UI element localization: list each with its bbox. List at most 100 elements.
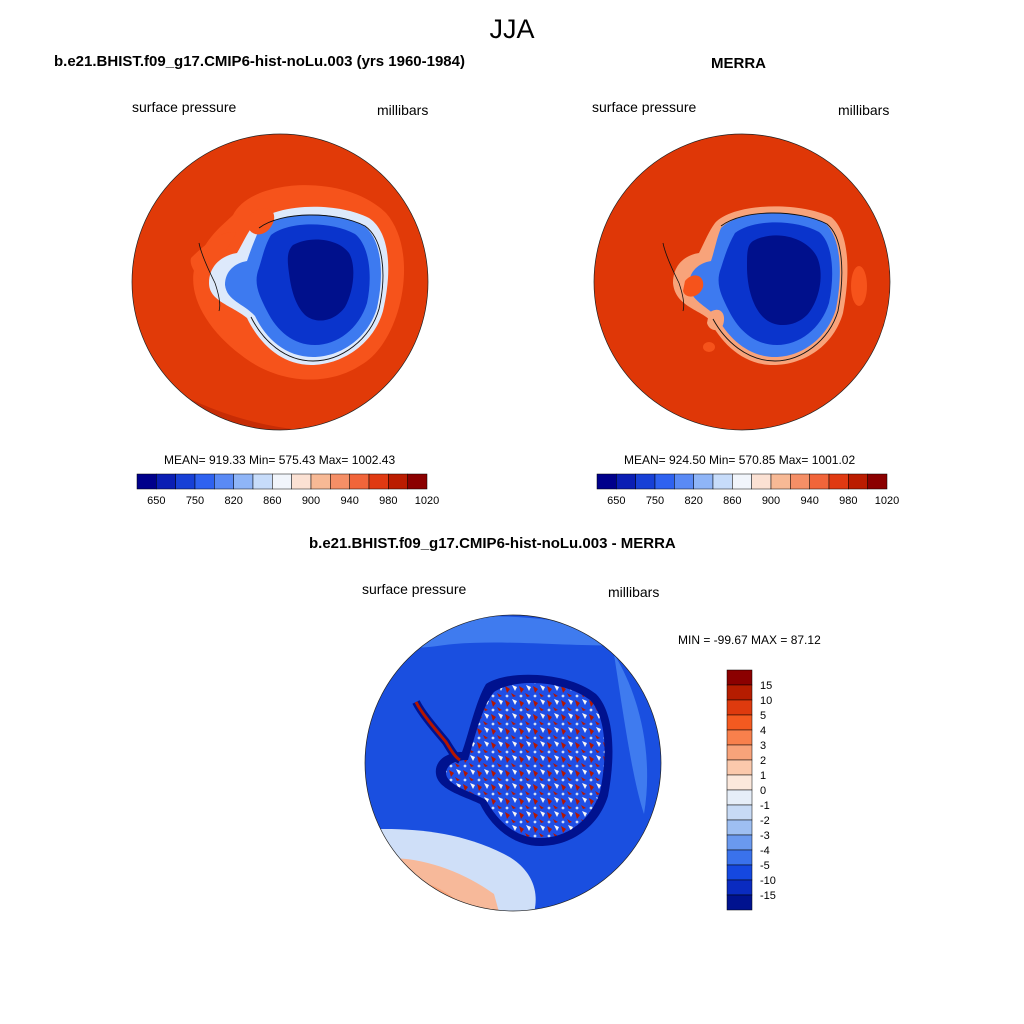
model-colorbar-tick-label: 750 — [186, 495, 204, 507]
model-map — [131, 133, 429, 431]
obs-colorbar-tick-label: 940 — [800, 495, 818, 507]
diff-colorbar-box — [726, 774, 753, 791]
model-map-border — [131, 133, 429, 431]
obs-colorbar-box — [654, 473, 675, 490]
diff-colorbar-box — [726, 894, 753, 911]
obs-colorbar-box — [867, 473, 888, 490]
diff-colorbar-tick-label: 4 — [760, 725, 766, 737]
diff-colorbar-tick-label: 1 — [760, 770, 766, 782]
obs-continent-high — [747, 235, 821, 326]
diff-colorbar-tick-label: 10 — [760, 695, 772, 707]
model-colorbar-box — [388, 473, 408, 490]
diff-colorbar-tick-label: -5 — [760, 860, 770, 872]
obs-colorbar-box — [596, 473, 617, 490]
figure-title: JJA — [489, 14, 535, 44]
obs-colorbar-tick-label: 860 — [723, 495, 741, 507]
model-colorbar-box — [272, 473, 292, 490]
diff-stats: MIN = -99.67 MAX = 87.12 — [678, 633, 821, 647]
obs-map — [593, 133, 891, 431]
model-colorbar-box — [330, 473, 350, 490]
model-colorbar-box — [233, 473, 254, 490]
diff-map — [364, 614, 662, 912]
obs-map-border — [593, 133, 891, 431]
diff-colorbar-box — [726, 729, 753, 746]
model-units-label: millibars — [377, 102, 429, 118]
model-colorbar-tick-label: 980 — [379, 495, 397, 507]
model-variable-label: surface pressure — [132, 99, 237, 115]
diff-colorbar-box — [726, 714, 753, 731]
model-colorbar-box — [291, 473, 312, 490]
diff-colorbar-box — [726, 759, 753, 776]
obs-colorbar: 650 750 820 860 900 940 980 1020 — [596, 473, 899, 507]
diff-colorbar-tick-label: -1 — [760, 800, 770, 812]
model-continent-high — [287, 239, 354, 321]
diff-colorbar-tick-label: -15 — [760, 890, 776, 902]
diff-colorbar-tick-label: -2 — [760, 815, 770, 827]
diff-colorbar-box — [726, 669, 753, 686]
obs-high-pocket — [851, 266, 867, 306]
obs-colorbar-tick-label: 1020 — [875, 495, 899, 507]
diff-panel-title: b.e21.BHIST.f09_g17.CMIP6-hist-noLu.003 … — [309, 535, 676, 552]
diff-colorbar-box — [726, 744, 753, 761]
obs-colorbar-box — [616, 473, 636, 490]
diff-units-label: millibars — [608, 584, 660, 600]
model-colorbar-box — [194, 473, 215, 490]
obs-colorbar-box — [712, 473, 733, 490]
model-coastline — [250, 214, 384, 362]
diff-colorbar-box — [726, 819, 753, 836]
model-colorbar-box — [136, 473, 157, 490]
diff-colorbar-tick-label: -10 — [760, 875, 776, 887]
model-colorbar-tick-label: 820 — [224, 495, 242, 507]
diff-colorbar-tick-label: 3 — [760, 740, 766, 752]
diff-colorbar-tick-label: -4 — [760, 845, 770, 857]
diff-colorbar-tick-label: 5 — [760, 710, 766, 722]
diff-colorbar-box — [726, 699, 753, 716]
diff-map-border — [364, 614, 662, 912]
model-colorbar-box — [349, 473, 370, 490]
obs-colorbar-box — [848, 473, 868, 490]
model-colorbar-box — [252, 473, 273, 490]
model-colorbar-tick-label: 1020 — [415, 495, 439, 507]
model-stats: MEAN= 919.33 Min= 575.43 Max= 1002.43 — [164, 453, 396, 467]
model-colorbar-tick-label: 940 — [340, 495, 358, 507]
obs-variable-label: surface pressure — [592, 99, 697, 115]
diff-colorbar-box — [726, 849, 753, 866]
model-colorbar-box — [214, 473, 234, 490]
model-colorbar-tick-label: 900 — [302, 495, 320, 507]
obs-colorbar-box — [790, 473, 810, 490]
diff-colorbar-box — [726, 804, 753, 821]
diff-colorbar-box — [726, 834, 753, 851]
model-colorbar-box — [175, 473, 196, 490]
obs-colorbar-tick-label: 980 — [839, 495, 857, 507]
model-colorbar-box — [368, 473, 389, 490]
model-colorbar-box — [156, 473, 176, 490]
obs-colorbar-box — [809, 473, 830, 490]
diff-colorbar-box — [726, 684, 753, 701]
model-colorbar-tick-label: 650 — [147, 495, 165, 507]
diff-colorbar-tick-label: 15 — [760, 680, 772, 692]
obs-colorbar-box — [732, 473, 752, 490]
diff-variable-label: surface pressure — [362, 581, 467, 597]
obs-colorbar-box — [693, 473, 714, 490]
diff-continent-noise — [446, 682, 605, 838]
model-colorbar-box — [310, 473, 331, 490]
obs-peninsula-coastline — [662, 242, 685, 312]
obs-colorbar-box — [635, 473, 656, 490]
diff-colorbar-tick-label: -3 — [760, 830, 770, 842]
model-colorbar-tick-label: 860 — [263, 495, 281, 507]
obs-stats: MEAN= 924.50 Min= 570.85 Max= 1001.02 — [624, 453, 856, 467]
obs-colorbar-tick-label: 900 — [762, 495, 780, 507]
obs-colorbar-box — [770, 473, 791, 490]
diff-colorbar-box — [726, 879, 753, 896]
model-panel-title: b.e21.BHIST.f09_g17.CMIP6-hist-noLu.003 … — [54, 53, 465, 70]
obs-panel-title: MERRA — [711, 55, 766, 72]
obs-colorbar-box — [828, 473, 849, 490]
obs-coastline — [712, 212, 843, 362]
model-colorbar: 650 750 820 860 900 940 980 1020 — [136, 473, 439, 507]
diff-colorbar-tick-label: 2 — [760, 755, 766, 767]
obs-colorbar-box — [674, 473, 694, 490]
diff-colorbar-box — [726, 789, 753, 806]
obs-colorbar-tick-label: 820 — [684, 495, 702, 507]
obs-colorbar-tick-label: 650 — [607, 495, 625, 507]
